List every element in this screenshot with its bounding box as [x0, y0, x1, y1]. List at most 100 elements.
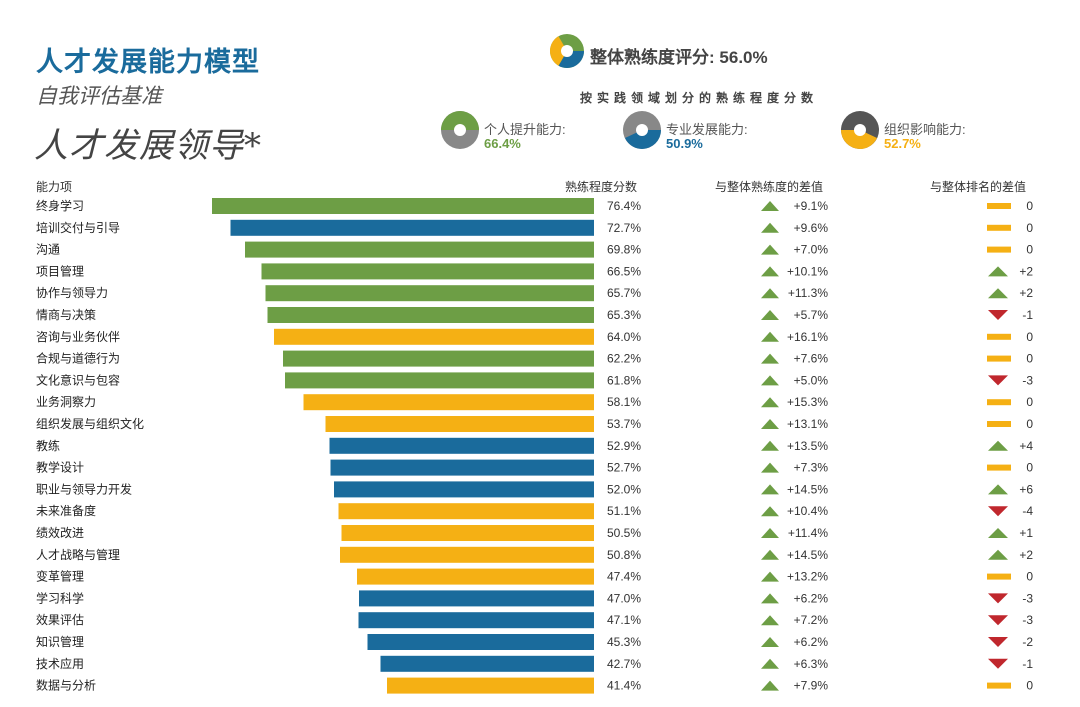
category-label: 项目管理 — [36, 263, 84, 278]
value-label: 47.4% — [607, 570, 641, 584]
up-triangle-icon — [988, 549, 1008, 560]
down-triangle-icon — [988, 637, 1008, 647]
diff-rank-label: -4 — [1022, 504, 1033, 518]
diff-overall-label: +7.9% — [794, 679, 829, 693]
diff-overall-label: +5.7% — [794, 308, 829, 322]
category-label: 文化意识与包容 — [36, 372, 120, 387]
category-label: 绩效改进 — [36, 525, 84, 540]
category-label: 数据与分析 — [36, 678, 96, 693]
down-triangle-icon — [988, 506, 1008, 517]
professional-domain-label: 专业发展能力: — [666, 122, 748, 137]
diff-rank-label: +1 — [1019, 526, 1033, 540]
value-label: 61.8% — [607, 373, 641, 387]
up-triangle-icon — [761, 222, 779, 233]
up-triangle-icon — [761, 331, 779, 342]
up-triangle-icon — [761, 462, 779, 473]
up-triangle-icon — [761, 266, 779, 277]
diff-overall-label: +9.1% — [794, 199, 829, 213]
diff-rank-label: +2 — [1019, 286, 1033, 300]
diff-overall-label: +6.2% — [794, 635, 829, 649]
organizational-domain-value: 52.7% — [884, 136, 921, 151]
column-header-name: 能力项 — [36, 180, 73, 194]
category-label: 学习科学 — [36, 590, 84, 605]
diff-rank-label: -3 — [1022, 373, 1033, 387]
diff-rank-label: 0 — [1026, 330, 1033, 344]
flat-bar-icon — [987, 203, 1011, 209]
bar — [358, 612, 594, 629]
bar — [341, 525, 594, 541]
up-triangle-icon — [761, 658, 779, 669]
category-label: 培训交付与引导 — [36, 220, 120, 235]
diff-rank-label: +4 — [1019, 439, 1033, 453]
value-label: 42.7% — [607, 657, 641, 671]
page-title: 人才发展能力模型 — [36, 47, 260, 78]
down-triangle-icon — [988, 658, 1008, 669]
professional-domain-value: 50.9% — [666, 136, 703, 151]
category-label: 变革管理 — [36, 569, 84, 584]
section-title: 人才发展领导* — [34, 126, 262, 166]
bar — [267, 307, 594, 323]
bar — [230, 219, 594, 236]
value-label: 53.7% — [607, 417, 641, 431]
up-triangle-icon — [988, 440, 1008, 451]
up-triangle-icon — [761, 680, 779, 691]
down-triangle-icon — [988, 615, 1008, 626]
diff-overall-label: +6.3% — [794, 657, 829, 671]
flat-bar-icon — [987, 682, 1011, 689]
domain-caption: 按实践领域划分的熟练程度分数 — [580, 91, 819, 105]
diff-rank-label: 0 — [1026, 417, 1033, 431]
diff-rank-label: 0 — [1026, 221, 1033, 235]
bar — [261, 263, 594, 280]
value-label: 62.2% — [607, 352, 641, 366]
diff-overall-label: +11.3% — [788, 286, 828, 300]
up-triangle-icon — [761, 615, 779, 626]
up-triangle-icon — [761, 375, 779, 386]
bar — [212, 198, 594, 214]
up-triangle-icon — [761, 353, 779, 364]
value-label: 69.8% — [607, 243, 641, 257]
diff-overall-label: +13.1% — [787, 417, 828, 431]
bar — [387, 677, 594, 694]
up-triangle-icon — [761, 397, 779, 408]
bar — [380, 655, 594, 672]
diff-rank-label: 0 — [1026, 570, 1033, 584]
flat-bar-icon — [987, 224, 1011, 231]
category-label: 终身学习 — [36, 198, 84, 213]
diff-overall-label: +7.2% — [794, 613, 829, 627]
diff-rank-label: 0 — [1026, 461, 1033, 475]
category-label: 人才战略与管理 — [36, 547, 120, 562]
bar — [340, 546, 594, 563]
up-triangle-icon — [988, 266, 1008, 277]
diff-rank-label: -3 — [1022, 591, 1033, 605]
up-triangle-icon — [761, 419, 779, 429]
diff-rank-label: +2 — [1019, 548, 1033, 562]
value-label: 45.3% — [607, 635, 641, 649]
value-label: 47.1% — [607, 613, 641, 627]
diff-overall-label: +9.6% — [794, 221, 829, 235]
flat-bar-icon — [987, 573, 1011, 580]
value-label: 65.7% — [607, 286, 641, 300]
organizational-domain-icon — [841, 111, 879, 149]
diff-overall-label: +6.2% — [794, 591, 829, 605]
bar — [303, 394, 594, 411]
up-triangle-icon — [761, 549, 779, 560]
value-label: 41.4% — [607, 679, 641, 693]
up-triangle-icon — [761, 201, 779, 211]
diff-rank-label: +6 — [1019, 482, 1033, 496]
diff-rank-label: 0 — [1026, 395, 1033, 409]
diff-rank-label: 0 — [1026, 679, 1033, 693]
diff-overall-label: +10.4% — [787, 504, 828, 518]
bar — [357, 568, 594, 585]
diff-rank-label: -1 — [1022, 308, 1033, 322]
diff-overall-label: +14.5% — [787, 548, 828, 562]
value-label: 66.5% — [607, 264, 641, 278]
column-header-diff-overall: 与整体熟练度的差值 — [715, 180, 824, 194]
value-label: 52.9% — [607, 439, 641, 453]
category-label: 协作与领导力 — [36, 285, 108, 300]
overall-score: 整体熟练度评分: 56.0% — [590, 43, 768, 68]
up-triangle-icon — [761, 593, 779, 604]
flat-bar-icon — [987, 421, 1011, 427]
diff-overall-label: +13.2% — [787, 570, 828, 584]
up-triangle-icon — [761, 637, 779, 647]
